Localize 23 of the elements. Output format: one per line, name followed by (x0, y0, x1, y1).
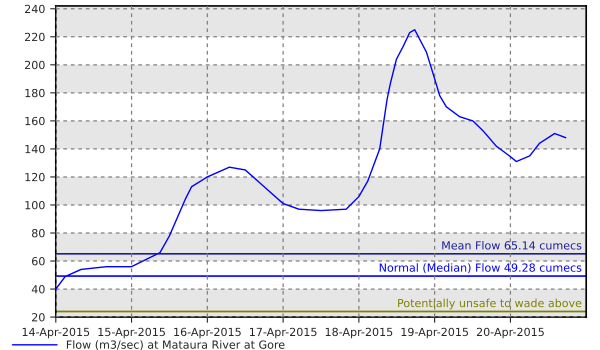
x-tick-label: 15-Apr-2015 (98, 328, 165, 338)
y-tick-label: 60 (32, 257, 45, 266)
ref-line-label: Mean Flow 65.14 cumecs (442, 240, 582, 250)
y-tick-label: 240 (24, 4, 45, 14)
y-tick-label: 20 (32, 313, 45, 322)
x-tick-label: 17-Apr-2015 (250, 328, 316, 338)
y-tick-label: 200 (24, 60, 45, 70)
ref-line-label: Normal (Median) Flow 49.28 cumecs (380, 263, 582, 274)
y-tick-label: 180 (25, 88, 45, 98)
x-tick-label: 19-Apr-2015 (402, 328, 468, 338)
y-tick-label: 220 (24, 32, 45, 42)
x-tick-label: 14-Apr-2015 (22, 328, 90, 338)
x-tick-label: 16-Apr-2015 (174, 328, 241, 338)
x-tick-label: 20-Apr-2015 (476, 328, 544, 338)
y-tick-label: 80 (32, 228, 45, 238)
y-tick-label: 120 (25, 172, 45, 182)
y-tick-label: 100 (25, 200, 45, 210)
y-tick-label: 160 (25, 116, 45, 126)
y-tick-label: 140 (25, 144, 45, 154)
ref-line-label: Potentially unsafe to wade above (398, 298, 582, 310)
legend-label: Flow (m3/sec) at Mataura River at Gore (66, 340, 285, 350)
x-tick-label: 18-Apr-2015 (326, 328, 392, 338)
y-tick-label: 40 (32, 285, 45, 294)
